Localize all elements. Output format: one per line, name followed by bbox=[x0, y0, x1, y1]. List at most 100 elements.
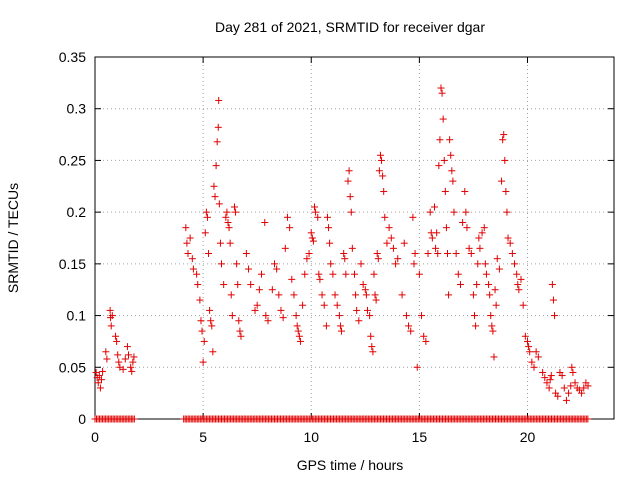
data-point bbox=[373, 250, 381, 258]
plot-frame bbox=[94, 56, 615, 420]
data-point bbox=[193, 270, 201, 278]
data-point bbox=[99, 367, 107, 375]
data-point bbox=[375, 167, 383, 175]
data-point bbox=[519, 301, 527, 309]
data-point bbox=[549, 296, 557, 304]
y-tick-label: 0.05 bbox=[59, 359, 86, 375]
data-point bbox=[517, 275, 525, 283]
data-point bbox=[558, 372, 566, 380]
data-point bbox=[480, 224, 488, 232]
data-point bbox=[194, 281, 202, 289]
data-point bbox=[197, 317, 205, 325]
chart-title: Day 281 of 2021, SRMTID for receiver dga… bbox=[215, 19, 485, 35]
data-point bbox=[207, 317, 215, 325]
data-point bbox=[125, 351, 133, 359]
data-point bbox=[385, 224, 393, 232]
data-point bbox=[475, 234, 483, 242]
data-point bbox=[513, 270, 521, 278]
data-point bbox=[92, 368, 100, 376]
data-point bbox=[296, 337, 304, 345]
data-point bbox=[548, 281, 556, 289]
y-tick-label: 0 bbox=[78, 411, 86, 427]
data-point bbox=[288, 275, 296, 283]
data-point bbox=[490, 353, 498, 361]
data-point bbox=[443, 250, 451, 258]
x-tick-label: 10 bbox=[303, 429, 319, 445]
data-point bbox=[129, 358, 137, 366]
data-point bbox=[372, 296, 380, 304]
data-point bbox=[476, 244, 484, 252]
data-point bbox=[405, 322, 413, 330]
x-tick-label: 0 bbox=[91, 429, 99, 445]
data-point bbox=[409, 213, 417, 221]
data-point bbox=[407, 327, 415, 335]
data-point bbox=[498, 177, 506, 185]
data-point bbox=[546, 376, 554, 384]
data-point bbox=[342, 270, 350, 278]
data-point bbox=[234, 281, 242, 289]
data-point bbox=[357, 260, 365, 268]
data-point bbox=[383, 239, 391, 247]
data-point bbox=[186, 234, 194, 242]
data-point bbox=[189, 265, 197, 273]
data-point bbox=[226, 239, 234, 247]
data-point bbox=[410, 260, 418, 268]
data-point bbox=[371, 291, 379, 299]
data-point bbox=[411, 250, 419, 258]
data-point bbox=[485, 281, 493, 289]
data-point bbox=[482, 270, 490, 278]
data-point bbox=[114, 351, 122, 359]
data-point bbox=[428, 234, 436, 242]
data-point bbox=[506, 239, 514, 247]
data-point bbox=[551, 312, 559, 320]
data-point bbox=[123, 343, 131, 351]
data-point bbox=[95, 372, 103, 380]
data-point bbox=[281, 244, 289, 252]
data-point bbox=[327, 260, 335, 268]
data-point bbox=[97, 376, 105, 384]
data-point bbox=[293, 322, 301, 330]
data-point bbox=[387, 234, 395, 242]
data-point bbox=[215, 200, 223, 208]
data-point bbox=[213, 138, 221, 146]
data-point bbox=[203, 213, 211, 221]
data-point bbox=[467, 250, 475, 258]
data-point bbox=[478, 229, 486, 237]
data-point bbox=[486, 291, 494, 299]
data-point bbox=[262, 312, 270, 320]
data-point bbox=[268, 286, 276, 294]
data-point bbox=[218, 260, 226, 268]
data-point bbox=[389, 244, 397, 252]
data-point bbox=[245, 265, 253, 273]
data-point bbox=[352, 291, 360, 299]
data-point bbox=[264, 317, 272, 325]
data-point bbox=[214, 123, 222, 131]
data-point bbox=[348, 244, 356, 252]
data-point bbox=[418, 312, 426, 320]
data-point bbox=[526, 348, 534, 356]
data-point bbox=[465, 244, 473, 252]
data-point bbox=[299, 301, 307, 309]
data-point bbox=[346, 193, 354, 201]
data-point bbox=[532, 348, 540, 356]
data-point bbox=[210, 182, 218, 190]
data-point bbox=[331, 291, 339, 299]
data-point bbox=[545, 384, 553, 392]
data-point bbox=[228, 312, 236, 320]
y-tick-label: 0.2 bbox=[67, 204, 87, 220]
data-point bbox=[216, 239, 224, 247]
data-point bbox=[461, 187, 469, 195]
data-point bbox=[511, 260, 519, 268]
data-point bbox=[560, 384, 568, 392]
data-point bbox=[493, 255, 501, 263]
data-point bbox=[340, 250, 348, 258]
data-point bbox=[182, 224, 190, 232]
data-point bbox=[501, 156, 509, 164]
data-point bbox=[309, 237, 317, 245]
data-point bbox=[295, 332, 303, 340]
data-point bbox=[374, 255, 382, 263]
data-point bbox=[130, 353, 138, 361]
data-point bbox=[454, 270, 462, 278]
data-point bbox=[113, 337, 121, 345]
